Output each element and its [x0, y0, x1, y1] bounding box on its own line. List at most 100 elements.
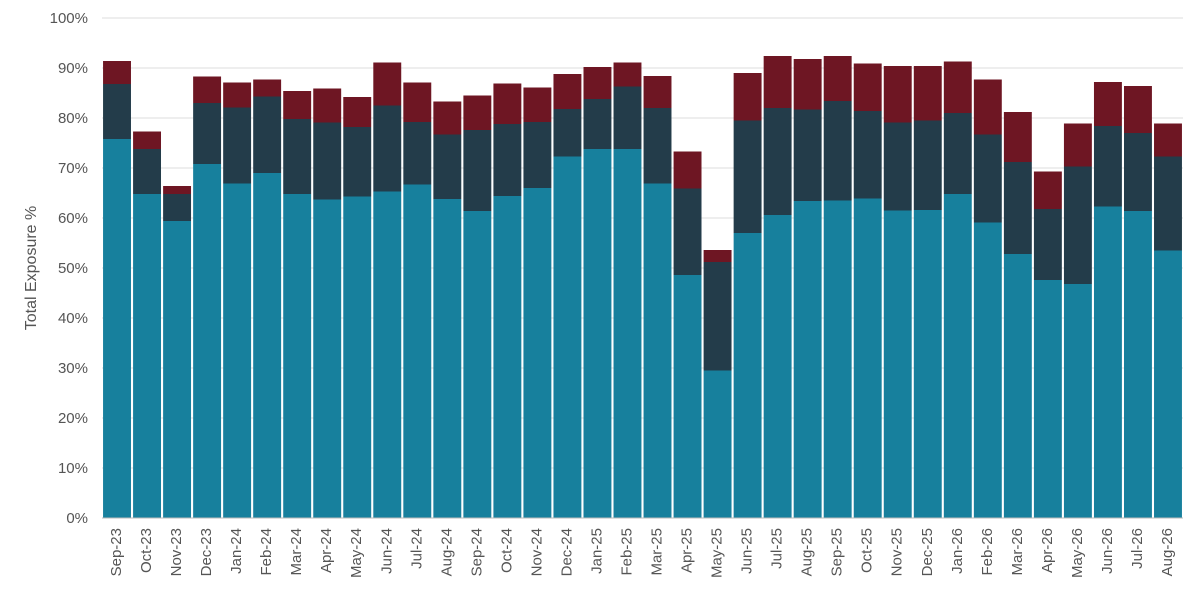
bar-segment-1: [313, 199, 342, 518]
bar-segment-3: [253, 79, 282, 97]
bar-segment-1: [823, 200, 852, 518]
bar-segment-1: [343, 196, 372, 518]
bar-segment-1: [553, 156, 582, 518]
bar-segment-3: [103, 61, 131, 84]
bar-segment-1: [853, 198, 882, 518]
bar-segment-3: [883, 66, 912, 123]
bar-segment-2: [973, 134, 1002, 223]
bar-segment-2: [613, 86, 642, 149]
bar-segment-1: [133, 194, 162, 518]
x-tick-label: Jul-25: [769, 528, 786, 569]
x-tick-label: Jul-26: [1129, 528, 1146, 569]
x-tick-label: Jan-25: [588, 528, 605, 574]
bar-segment-1: [1063, 284, 1092, 518]
x-tick-label: Aug-25: [799, 528, 816, 576]
bar-segment-1: [643, 183, 672, 518]
bar-segment-1: [883, 210, 912, 518]
x-tick-label: Jan-26: [949, 528, 966, 574]
y-tick-label: 50%: [58, 260, 88, 277]
x-tick-label: Dec-23: [198, 528, 215, 576]
bar-segment-2: [493, 124, 522, 196]
bar-segment-1: [283, 194, 312, 518]
x-tick-label: Sep-23: [108, 528, 125, 576]
bar-segment-1: [1154, 250, 1182, 518]
x-tick-label: Nov-25: [889, 528, 906, 576]
x-tick-label: Dec-24: [558, 528, 575, 576]
bar-segment-1: [973, 222, 1002, 518]
bar-segment-1: [943, 194, 972, 518]
bar-segment-2: [1003, 162, 1032, 254]
bar-segment-2: [223, 107, 252, 184]
x-tick-label: Mar-24: [288, 528, 305, 576]
bar-segment-3: [313, 88, 342, 123]
y-tick-label: 20%: [58, 410, 88, 427]
bar-segment-3: [343, 97, 372, 127]
x-tick-label: Mar-26: [1009, 528, 1026, 576]
bar-segment-3: [463, 95, 492, 130]
bar-segment-3: [583, 67, 612, 99]
bar-segment-3: [1003, 112, 1032, 162]
x-tick-label: Sep-25: [829, 528, 846, 576]
bar-segment-2: [283, 119, 312, 194]
bar-segment-2: [583, 99, 612, 149]
bar-segment-2: [823, 101, 852, 201]
bar-segment-3: [133, 131, 162, 149]
bar-segment-2: [673, 188, 702, 275]
bar-segment-1: [1003, 254, 1032, 518]
bar-segment-3: [793, 59, 822, 110]
x-tick-label: May-26: [1069, 528, 1086, 578]
bar-segment-1: [1123, 211, 1152, 518]
x-tick-label: Apr-24: [318, 528, 335, 573]
x-tick-label: Jul-24: [408, 528, 425, 569]
bar-segment-3: [763, 56, 792, 108]
x-tick-label: Aug-26: [1159, 528, 1176, 576]
bar-segment-1: [223, 183, 252, 518]
bar-segment-1: [193, 164, 222, 518]
bar-segment-3: [913, 66, 942, 121]
x-tick-label: Feb-24: [258, 528, 275, 576]
bar-segment-2: [1063, 166, 1092, 284]
bar-segment-3: [1154, 123, 1182, 157]
bar-segment-3: [853, 63, 882, 111]
bar-segment-2: [1093, 126, 1122, 207]
y-tick-label: 70%: [58, 160, 88, 177]
y-axis-title: Total Exposure %: [23, 206, 40, 331]
y-tick-label: 90%: [58, 60, 88, 77]
bar-segment-2: [193, 103, 222, 164]
bar-segment-1: [373, 191, 402, 518]
bar-segment-2: [373, 105, 402, 192]
bar-segment-1: [1093, 206, 1122, 518]
bar-segment-3: [1093, 82, 1122, 126]
bar-segment-3: [523, 87, 552, 122]
bar-segment-3: [943, 61, 972, 113]
bars: [103, 56, 1182, 518]
bar-segment-1: [733, 233, 762, 518]
bar-segment-2: [253, 96, 282, 173]
x-tick-label: Oct-25: [859, 528, 876, 573]
x-tick-label: Feb-26: [979, 528, 996, 576]
x-axis: Sep-23 Oct-23 Nov-23 Dec-23 Jan-24 Feb-24 Mar-…: [102, 517, 1183, 578]
bar-segment-1: [253, 173, 282, 518]
bar-segment-3: [283, 91, 312, 119]
x-tick-label: Mar-25: [649, 528, 666, 576]
bar-segment-2: [643, 108, 672, 184]
bar-segment-1: [523, 188, 552, 518]
bar-segment-3: [733, 73, 762, 121]
bar-segment-2: [703, 262, 732, 371]
bar-segment-3: [223, 82, 252, 108]
bar-segment-1: [163, 221, 192, 518]
bar-segment-2: [853, 111, 882, 199]
bar-segment-2: [1033, 209, 1062, 280]
x-tick-label: Jun-25: [739, 528, 756, 574]
bar-segment-3: [1033, 171, 1062, 209]
bar-segment-2: [103, 84, 131, 139]
bar-segment-2: [523, 122, 552, 188]
y-tick-label: 10%: [58, 460, 88, 477]
x-tick-label: Nov-23: [168, 528, 185, 576]
bar-segment-3: [643, 76, 672, 108]
bar-segment-1: [673, 275, 702, 518]
bar-segment-2: [733, 120, 762, 233]
bar-segment-3: [433, 101, 462, 135]
y-tick-label: 30%: [58, 360, 88, 377]
